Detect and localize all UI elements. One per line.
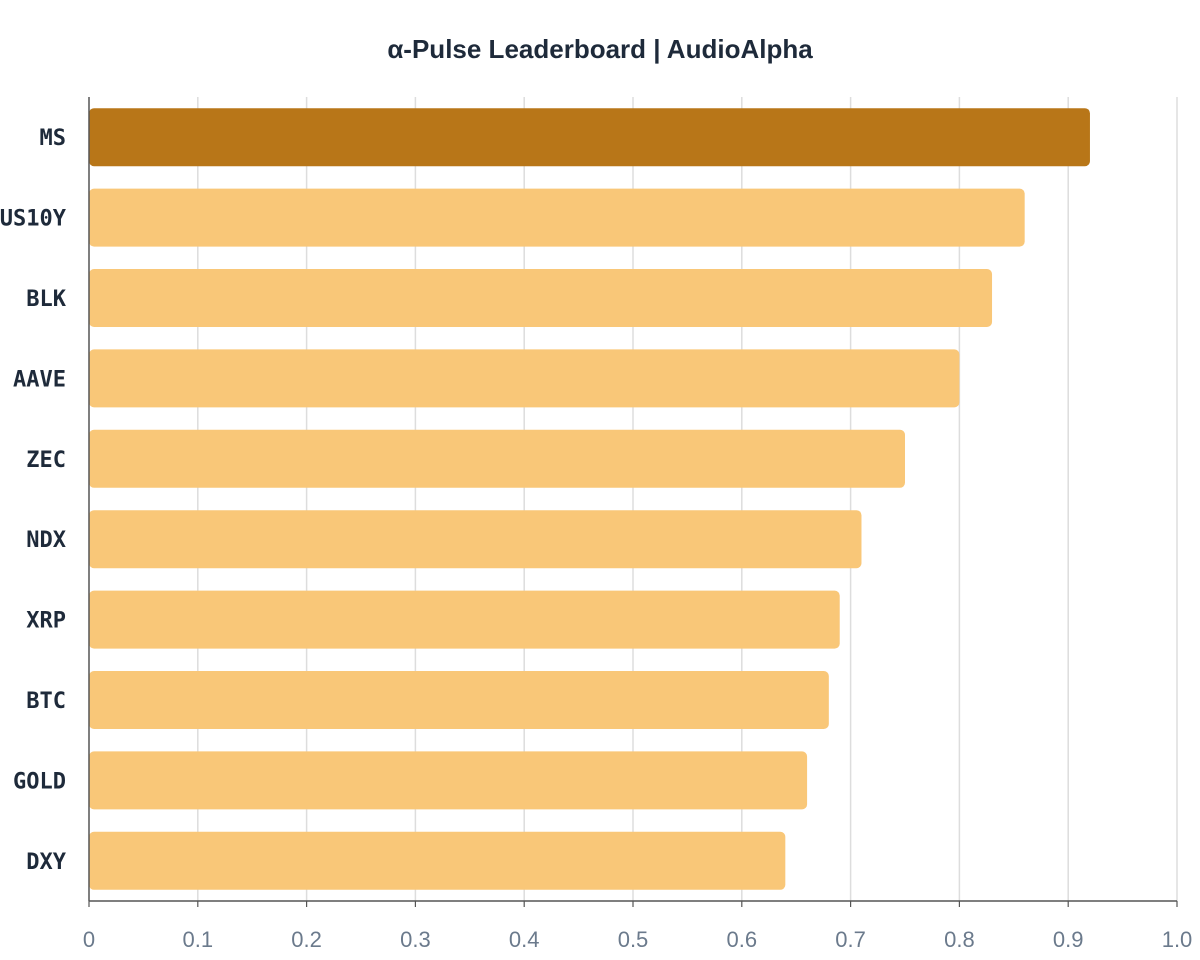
bar-blk [89,269,993,327]
x-tick-label: 0.9 [1053,927,1084,952]
category-labels: MS US10Y BLK AAVE ZEC NDX XRP BTC GOLD DXY [0,126,67,875]
category-label-btc: BTC [26,689,66,714]
bar-us10y [89,188,1025,247]
category-label-xrp: XRP [26,609,66,634]
bar-xrp [89,590,840,649]
x-tick-label: 0.4 [509,927,540,952]
x-tick-label: 0.7 [835,927,866,952]
x-tick-label: 0.8 [944,927,975,952]
axes [88,97,1178,907]
chart-title: α-Pulse Leaderboard | AudioAlpha [387,34,813,64]
category-label-aave: AAVE [13,367,66,392]
x-tick-label: 0.2 [291,927,322,952]
bar-zec [89,429,905,488]
x-tick-label: 0.1 [183,927,214,952]
category-label-ms: MS [40,126,67,151]
category-label-dxy: DXY [26,850,66,875]
category-label-gold: GOLD [13,769,66,794]
x-tick-label: 0.3 [400,927,431,952]
x-tick-label: 0.6 [727,927,758,952]
category-label-blk: BLK [26,287,66,312]
bars [89,108,1090,890]
category-label-ndx: NDX [26,528,66,553]
category-label-zec: ZEC [26,448,66,473]
x-tick-label: 1.0 [1162,927,1193,952]
category-label-us10y: US10Y [0,207,67,232]
bar-ndx [89,510,862,569]
bar-gold [89,751,808,810]
x-tick-labels: 0 0.1 0.2 0.3 0.4 0.5 0.6 0.7 0.8 0.9 1.0 [83,927,1192,952]
bar-btc [89,671,829,729]
x-tick-label: 0 [83,927,95,952]
x-tick-label: 0.5 [618,927,649,952]
bar-ms [89,108,1090,167]
bar-dxy [89,831,786,890]
bar-aave [89,349,960,408]
